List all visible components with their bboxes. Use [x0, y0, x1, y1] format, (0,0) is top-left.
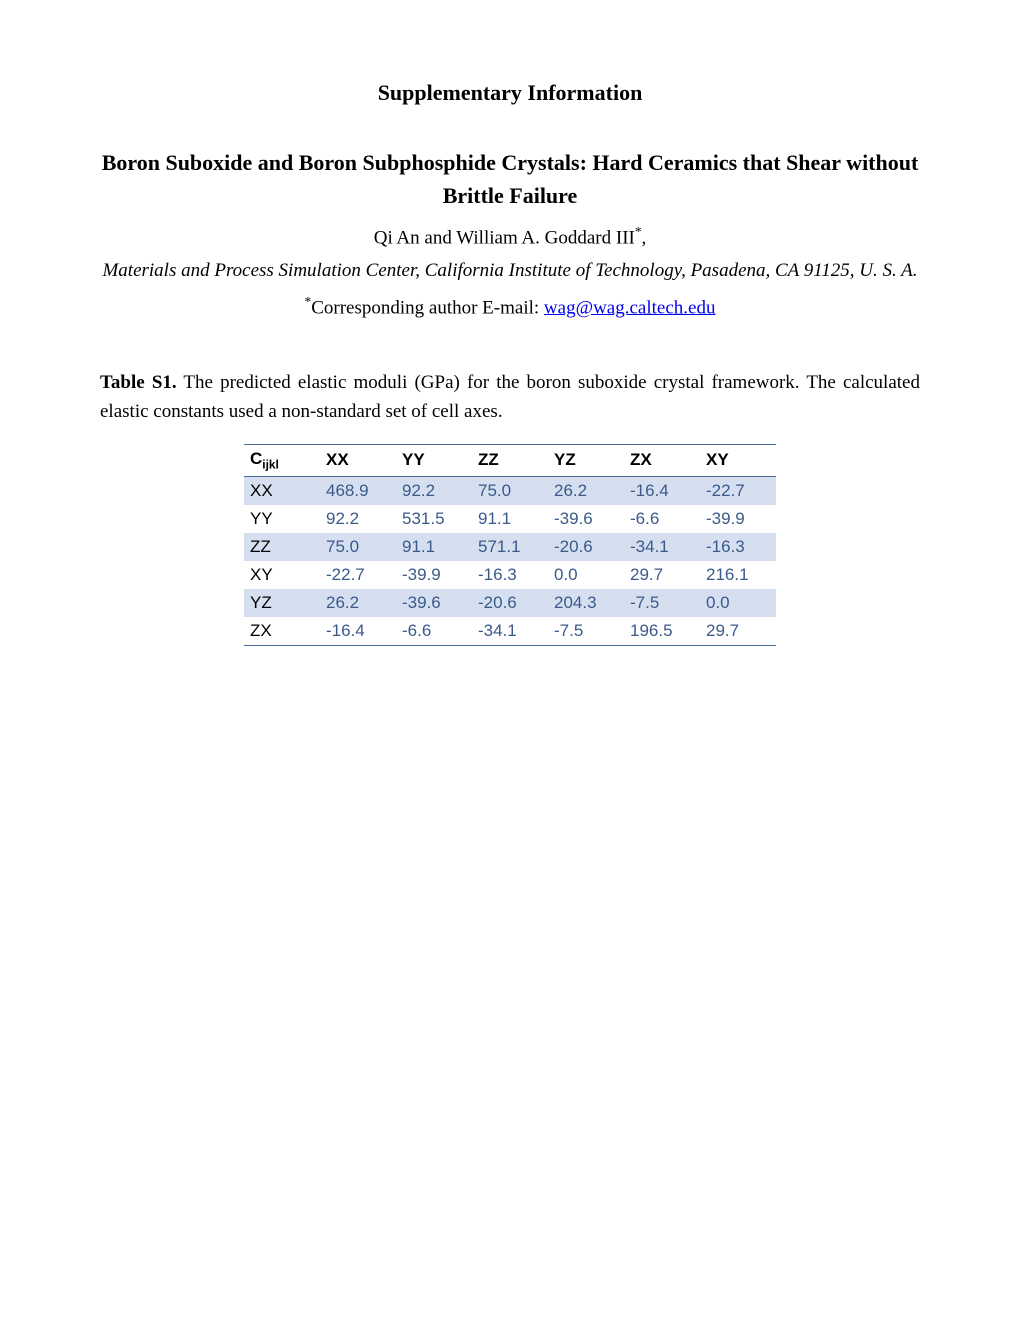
cell: 531.5	[396, 505, 472, 533]
table-row: YZ 26.2 -39.6 -20.6 204.3 -7.5 0.0	[244, 589, 776, 617]
cell: -39.9	[396, 561, 472, 589]
cell: 204.3	[548, 589, 624, 617]
cell: -16.3	[472, 561, 548, 589]
col-header: YZ	[548, 445, 624, 476]
header-symbol: Cijkl	[244, 445, 320, 476]
col-header: ZZ	[472, 445, 548, 476]
corresponding-marker: *	[635, 224, 642, 239]
cell: -16.3	[700, 533, 776, 561]
paper-title: Boron Suboxide and Boron Subphosphide Cr…	[100, 146, 920, 212]
cell: -39.6	[396, 589, 472, 617]
col-header: XY	[700, 445, 776, 476]
email-link[interactable]: wag@wag.caltech.edu	[544, 297, 716, 318]
corresponding-label: Corresponding author E-mail:	[311, 297, 544, 318]
row-label: YY	[244, 505, 320, 533]
row-label: ZX	[244, 617, 320, 646]
row-label: ZZ	[244, 533, 320, 561]
row-label: XY	[244, 561, 320, 589]
cell: -34.1	[624, 533, 700, 561]
cell: 26.2	[548, 476, 624, 505]
cell: -39.6	[548, 505, 624, 533]
table-row: XY -22.7 -39.9 -16.3 0.0 29.7 216.1	[244, 561, 776, 589]
cell: -6.6	[624, 505, 700, 533]
cell: -7.5	[624, 589, 700, 617]
cell: -22.7	[320, 561, 396, 589]
cell: -39.9	[700, 505, 776, 533]
cell: 75.0	[320, 533, 396, 561]
symbol-sub: ijkl	[262, 458, 279, 472]
cell: -22.7	[700, 476, 776, 505]
cell: -7.5	[548, 617, 624, 646]
row-label: XX	[244, 476, 320, 505]
cell: -6.6	[396, 617, 472, 646]
cell: -20.6	[472, 589, 548, 617]
cell: 0.0	[548, 561, 624, 589]
authors: Qi An and William A. Goddard III*,	[100, 224, 920, 249]
cell: 571.1	[472, 533, 548, 561]
corresponding-author: *Corresponding author E-mail: wag@wag.ca…	[100, 294, 920, 319]
elastic-moduli-table: Cijkl XX YY ZZ YZ ZX XY XX 468.9 92.2 75…	[244, 444, 776, 645]
cell: -34.1	[472, 617, 548, 646]
authors-names: Qi An and William A. Goddard III	[374, 227, 635, 248]
table-row: XX 468.9 92.2 75.0 26.2 -16.4 -22.7	[244, 476, 776, 505]
authors-suffix: ,	[642, 227, 647, 248]
cell: 91.1	[396, 533, 472, 561]
caption-text: The predicted elastic moduli (GPa) for t…	[100, 372, 920, 422]
symbol-base: C	[250, 449, 262, 468]
caption-label: Table S1.	[100, 372, 177, 393]
cell: 468.9	[320, 476, 396, 505]
cell: -20.6	[548, 533, 624, 561]
table-container: Cijkl XX YY ZZ YZ ZX XY XX 468.9 92.2 75…	[100, 444, 920, 645]
table-row: ZX -16.4 -6.6 -34.1 -7.5 196.5 29.7	[244, 617, 776, 646]
row-label: YZ	[244, 589, 320, 617]
cell: 75.0	[472, 476, 548, 505]
table-row: YY 92.2 531.5 91.1 -39.6 -6.6 -39.9	[244, 505, 776, 533]
cell: 0.0	[700, 589, 776, 617]
cell: 29.7	[700, 617, 776, 646]
col-header: ZX	[624, 445, 700, 476]
col-header: XX	[320, 445, 396, 476]
cell: 196.5	[624, 617, 700, 646]
cell: 91.1	[472, 505, 548, 533]
table-header-row: Cijkl XX YY ZZ YZ ZX XY	[244, 445, 776, 476]
table-row: ZZ 75.0 91.1 571.1 -20.6 -34.1 -16.3	[244, 533, 776, 561]
affiliation: Materials and Process Simulation Center,…	[100, 257, 920, 286]
cell: 216.1	[700, 561, 776, 589]
cell: -16.4	[320, 617, 396, 646]
supplementary-heading: Supplementary Information	[100, 80, 920, 106]
cell: 29.7	[624, 561, 700, 589]
cell: -16.4	[624, 476, 700, 505]
col-header: YY	[396, 445, 472, 476]
cell: 92.2	[396, 476, 472, 505]
cell: 26.2	[320, 589, 396, 617]
table-caption: Table S1. The predicted elastic moduli (…	[100, 369, 920, 426]
cell: 92.2	[320, 505, 396, 533]
